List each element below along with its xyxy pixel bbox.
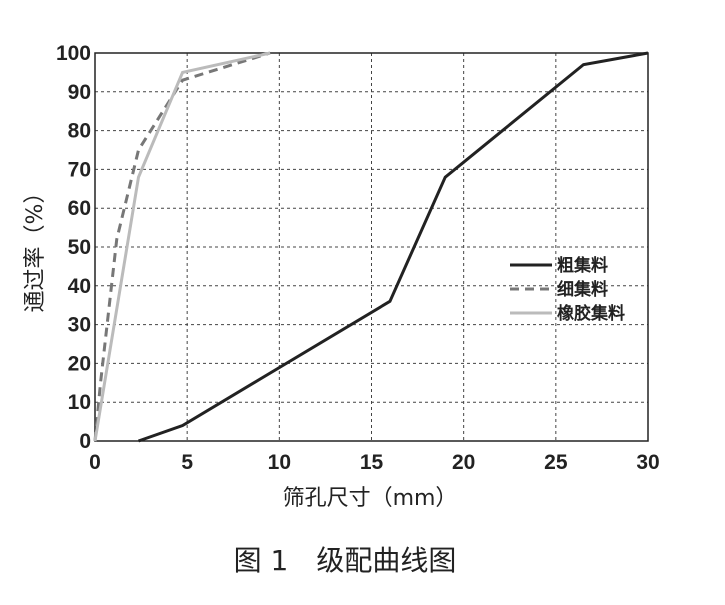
x-tick-label: 5: [181, 451, 193, 474]
x-tick-label: 15: [360, 451, 384, 474]
y-axis-label: 通过率（%）: [23, 182, 48, 313]
y-tick-label: 40: [68, 275, 91, 298]
data-line: [93, 51, 271, 442]
y-tick-label: 10: [68, 391, 91, 414]
x-tick-label: 0: [89, 451, 101, 474]
y-tick-label: 50: [68, 236, 91, 259]
x-axis-label: 筛孔尺寸（mm）: [283, 486, 458, 511]
legend-label: 粗集料: [557, 255, 608, 276]
y-tick-label: 60: [68, 197, 91, 220]
x-tick-label: 10: [268, 451, 291, 474]
plot-frame: [94, 52, 649, 442]
y-tick-label: 80: [68, 120, 91, 143]
y-tick-label: 0: [79, 430, 91, 453]
y-tick-label: 20: [68, 352, 91, 375]
legend-label: 橡胶集料: [557, 303, 625, 324]
data-line: [93, 51, 271, 442]
x-tick-label: 25: [544, 451, 568, 474]
y-tick-label: 30: [68, 314, 91, 337]
data-line: [138, 51, 649, 443]
chart-title: 图 1 级配曲线图: [234, 544, 457, 577]
y-tick-label: 100: [56, 42, 91, 65]
x-tick-label: 30: [636, 451, 659, 474]
y-tick-label: 90: [68, 81, 91, 104]
y-tick-label: 70: [68, 158, 91, 181]
x-tick-label: 20: [452, 451, 475, 474]
legend-label: 细集料: [557, 279, 608, 300]
